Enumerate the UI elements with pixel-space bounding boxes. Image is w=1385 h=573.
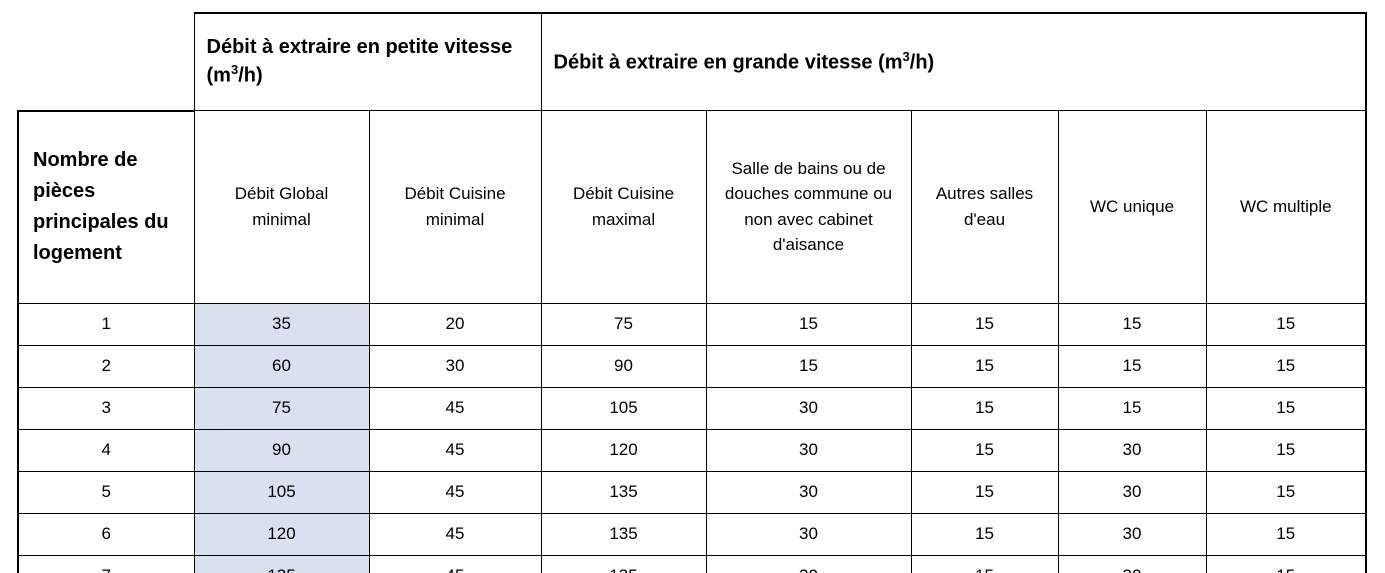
- cell-debit-global: 120: [193, 512, 370, 556]
- group-header-petite-unit: /h): [238, 64, 263, 87]
- cell-cuisine-max: 90: [540, 344, 707, 388]
- cell-wc-multiple: 15: [1205, 470, 1367, 514]
- cell-autres-salles: 15: [910, 554, 1059, 573]
- cell-debit-global: 75: [193, 386, 370, 430]
- cell-autres-salles: 15: [910, 512, 1059, 556]
- cell-debit-global: 60: [193, 344, 370, 388]
- cell-autres-salles: 15: [910, 428, 1059, 472]
- cell-salle-bains: 30: [705, 554, 912, 573]
- table-row: 2 60 30 90 15 15 15 15: [17, 344, 1367, 388]
- cell-wc-unique: 15: [1057, 386, 1207, 430]
- cell-salle-bains: 30: [705, 386, 912, 430]
- table-row: 3 75 45 105 30 15 15 15: [17, 386, 1367, 430]
- cell-nb-pieces: 5: [17, 470, 195, 514]
- cell-nb-pieces: 2: [17, 344, 195, 388]
- corner-blank-cell: [18, 13, 194, 111]
- cell-salle-bains: 15: [705, 344, 912, 388]
- cell-cuisine-max: 135: [540, 554, 707, 573]
- superscript-3: 3: [902, 48, 910, 64]
- group-header-petite-vitesse: Débit à extraire en petite vitesse (m3/h…: [193, 12, 542, 111]
- group-header-petite-text: Débit à extraire en petite vitesse (m: [206, 36, 513, 87]
- cell-wc-multiple: 15: [1205, 512, 1367, 556]
- col-header-debit-global-minimal: Débit Global minimal: [193, 110, 370, 304]
- cell-wc-multiple: 15: [1205, 386, 1367, 430]
- cell-debit-global: 105: [193, 470, 370, 514]
- cell-debit-global: 35: [193, 302, 370, 346]
- cell-wc-multiple: 15: [1205, 302, 1367, 346]
- group-header-grande-unit: /h): [909, 51, 935, 74]
- cell-nb-pieces: 1: [17, 302, 195, 346]
- cell-wc-unique: 15: [1057, 302, 1207, 346]
- cell-nb-pieces: 3: [17, 386, 195, 430]
- cell-wc-unique: 15: [1057, 344, 1207, 388]
- col-header-autres-salles-eau: Autres salles d'eau: [910, 110, 1059, 304]
- superscript-3: 3: [230, 62, 239, 78]
- col-header-nombre-pieces: Nombre de pièces principales du logement: [17, 109, 195, 304]
- cell-cuisine-min: 45: [368, 554, 542, 573]
- col-header-debit-cuisine-maximal: Débit Cuisine maximal: [540, 110, 707, 304]
- cell-nb-pieces: 6: [17, 512, 195, 556]
- table-row: 6 120 45 135 30 15 30 15: [17, 512, 1367, 556]
- cell-nb-pieces: 4: [17, 428, 195, 472]
- cell-autres-salles: 15: [910, 470, 1059, 514]
- cell-cuisine-min: 45: [368, 428, 542, 472]
- cell-cuisine-max: 120: [540, 428, 707, 472]
- cell-wc-multiple: 15: [1205, 428, 1367, 472]
- cell-nb-pieces: 7: [17, 554, 195, 573]
- cell-salle-bains: 30: [705, 428, 912, 472]
- cell-cuisine-min: 30: [368, 344, 542, 388]
- cell-salle-bains: 15: [705, 302, 912, 346]
- cell-salle-bains: 30: [705, 512, 912, 556]
- col-header-wc-multiple: WC multiple: [1205, 110, 1367, 304]
- table-row: 4 90 45 120 30 15 30 15: [17, 428, 1367, 472]
- table-row: 5 105 45 135 30 15 30 15: [17, 470, 1367, 514]
- cell-autres-salles: 15: [910, 386, 1059, 430]
- cell-wc-unique: 30: [1057, 512, 1207, 556]
- cell-cuisine-min: 20: [368, 302, 542, 346]
- group-header-grande-vitesse: Débit à extraire en grande vitesse (m3/h…: [540, 12, 1367, 111]
- table-row: 7 135 45 135 30 15 30 15: [17, 554, 1367, 573]
- cell-debit-global: 135: [193, 554, 370, 573]
- cell-autres-salles: 15: [910, 302, 1059, 346]
- cell-wc-unique: 30: [1057, 428, 1207, 472]
- cell-cuisine-min: 45: [368, 470, 542, 514]
- cell-wc-multiple: 15: [1205, 554, 1367, 573]
- cell-wc-unique: 30: [1057, 470, 1207, 514]
- cell-cuisine-min: 45: [368, 512, 542, 556]
- cell-wc-multiple: 15: [1205, 344, 1367, 388]
- cell-cuisine-max: 135: [540, 470, 707, 514]
- cell-cuisine-min: 45: [368, 386, 542, 430]
- group-header-grande-text: Débit à extraire en grande vitesse (m: [553, 51, 903, 74]
- cell-debit-global: 90: [193, 428, 370, 472]
- col-header-wc-unique: WC unique: [1057, 110, 1207, 304]
- column-header-row: Nombre de pièces principales du logement…: [17, 109, 1367, 304]
- col-header-debit-cuisine-minimal: Débit Cuisine minimal: [368, 110, 542, 304]
- ventilation-flow-table: Débit à extraire en petite vitesse (m3/h…: [17, 12, 1367, 573]
- cell-cuisine-max: 135: [540, 512, 707, 556]
- cell-cuisine-max: 75: [540, 302, 707, 346]
- table-row: 1 35 20 75 15 15 15 15: [17, 302, 1367, 346]
- group-header-row: Débit à extraire en petite vitesse (m3/h…: [18, 12, 1367, 111]
- cell-wc-unique: 30: [1057, 554, 1207, 573]
- cell-cuisine-max: 105: [540, 386, 707, 430]
- cell-salle-bains: 30: [705, 470, 912, 514]
- col-header-salle-de-bains: Salle de bains ou de douches commune ou …: [705, 110, 912, 304]
- cell-autres-salles: 15: [910, 344, 1059, 388]
